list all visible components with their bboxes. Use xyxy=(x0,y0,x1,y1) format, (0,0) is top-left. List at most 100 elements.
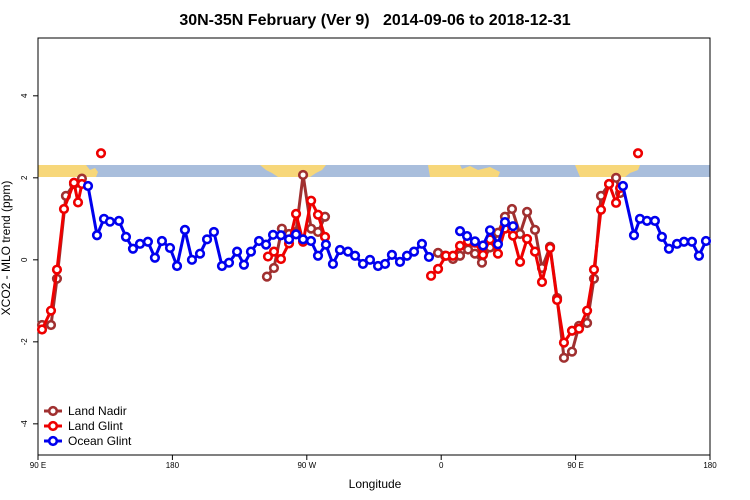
chart-title: 30N-35N February (Ver 9) 2014-09-06 to 2… xyxy=(179,12,570,29)
data-point xyxy=(305,235,317,247)
data-point xyxy=(447,250,459,261)
data-point xyxy=(656,231,668,242)
data-point xyxy=(492,239,504,250)
data-point xyxy=(51,264,63,275)
data-point xyxy=(394,256,406,267)
data-point xyxy=(120,231,132,242)
data-point xyxy=(134,238,146,249)
data-point xyxy=(408,246,420,257)
data-point xyxy=(223,257,235,268)
data-point xyxy=(201,234,213,245)
data-point xyxy=(603,178,615,190)
data-point xyxy=(492,248,504,259)
data-point xyxy=(544,242,556,254)
data-point xyxy=(290,229,302,240)
x-axis-label: Longitude xyxy=(349,477,402,491)
data-point xyxy=(649,215,660,226)
data-point xyxy=(514,256,526,267)
data-point xyxy=(425,270,437,281)
x-tick-label: 0 xyxy=(439,461,444,470)
data-point xyxy=(245,246,257,257)
data-point xyxy=(179,224,191,235)
data-point xyxy=(268,246,280,257)
data-point xyxy=(507,221,519,232)
data-point xyxy=(521,206,533,217)
series xyxy=(82,180,712,272)
data-point xyxy=(558,352,570,363)
data-point xyxy=(238,259,250,270)
data-point xyxy=(72,197,84,208)
data-point xyxy=(267,229,279,240)
data-point xyxy=(261,271,273,282)
x-tick-label: 180 xyxy=(703,461,717,470)
data-point xyxy=(610,172,622,183)
data-point xyxy=(454,240,466,251)
data-point xyxy=(499,217,511,228)
data-point xyxy=(454,226,466,237)
data-point xyxy=(476,257,488,268)
surface-strip xyxy=(38,165,710,177)
legend-label: Land Glint xyxy=(68,419,123,433)
data-point xyxy=(423,251,435,263)
data-point xyxy=(628,230,640,241)
legend-label: Land Nadir xyxy=(68,404,127,418)
data-point xyxy=(469,248,481,259)
data-point xyxy=(127,243,139,254)
data-point xyxy=(290,208,302,220)
data-point xyxy=(432,263,444,274)
data-point xyxy=(45,305,57,316)
y-tick-label: 0 xyxy=(20,257,29,262)
data-point xyxy=(610,197,622,208)
data-point xyxy=(164,242,176,254)
data-point xyxy=(686,236,698,247)
legend-marker xyxy=(47,405,59,417)
data-point xyxy=(342,246,354,257)
data-point xyxy=(208,226,220,238)
data-point xyxy=(82,180,94,192)
data-point xyxy=(484,225,496,236)
data-point xyxy=(693,250,705,261)
data-point xyxy=(595,204,607,215)
legend-label: Ocean Glint xyxy=(68,434,132,448)
y-tick-label: -2 xyxy=(20,338,29,346)
data-point xyxy=(678,236,690,247)
data-point xyxy=(113,215,125,226)
y-tick-label: -4 xyxy=(20,420,29,428)
data-point xyxy=(349,250,361,261)
data-point xyxy=(641,215,653,226)
data-point xyxy=(297,234,309,245)
data-point xyxy=(268,262,280,274)
data-point xyxy=(617,180,629,192)
data-point xyxy=(469,236,481,247)
data-point xyxy=(283,234,295,245)
data-point xyxy=(461,230,473,242)
data-point xyxy=(700,235,712,247)
data-point xyxy=(275,253,287,265)
data-point xyxy=(68,177,80,188)
data-point xyxy=(45,319,57,331)
data-point xyxy=(320,239,332,250)
x-tick-label: 180 xyxy=(166,461,180,470)
data-point xyxy=(401,250,413,261)
y-axis-label: XCO2 - MLO trend (ppm) xyxy=(0,181,13,316)
data-point xyxy=(632,148,644,159)
data-point xyxy=(104,216,116,227)
legend-marker xyxy=(47,435,59,447)
legend-marker xyxy=(47,420,59,432)
data-point xyxy=(536,276,548,288)
data-point xyxy=(507,230,519,241)
data-point xyxy=(186,254,198,265)
y-tick-label: 4 xyxy=(20,93,29,98)
plot-frame xyxy=(37,37,711,456)
x-tick-label: 90 E xyxy=(30,461,46,470)
series xyxy=(36,148,644,348)
data-point xyxy=(357,258,369,270)
data-point xyxy=(477,240,489,251)
x-tick-label: 90 W xyxy=(297,461,316,470)
data-point xyxy=(379,258,391,270)
data-point xyxy=(171,260,183,272)
x-tick-label: 90 E xyxy=(567,461,583,470)
data-point xyxy=(194,248,206,259)
data-point xyxy=(386,249,398,261)
data-point xyxy=(529,246,541,257)
